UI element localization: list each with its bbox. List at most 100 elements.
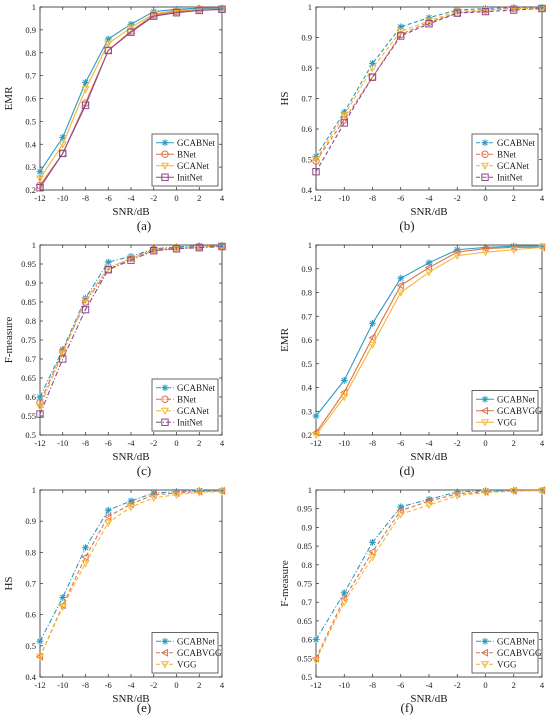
data-point (81, 101, 90, 110)
x-tick-label: 0 (483, 193, 487, 203)
x-tick-label: -2 (150, 193, 157, 203)
y-tick-label: 0.9 (301, 33, 312, 43)
y-tick-label: 0.7 (25, 354, 36, 364)
legend-marker (481, 150, 489, 158)
series-line (315, 7, 543, 172)
x-tick-label: 2 (197, 680, 201, 690)
data-point (368, 73, 377, 81)
y-tick-label: 1 (32, 240, 36, 250)
data-point (81, 305, 90, 314)
x-tick-label: -4 (127, 193, 135, 203)
y-tick-label: 0.8 (301, 560, 312, 570)
data-point (481, 489, 490, 497)
data-point (104, 258, 112, 266)
y-tick-label: 0.4 (25, 672, 36, 682)
data-point (340, 112, 349, 120)
data-point (368, 341, 377, 349)
data-point (36, 184, 44, 192)
legend-label: GCABNet (177, 138, 215, 148)
data-point (424, 263, 433, 272)
data-point (126, 24, 136, 32)
y-tick-label: 0.55 (297, 653, 312, 663)
legend-label: GCABNet (497, 138, 535, 148)
data-point (537, 487, 547, 495)
data-point (368, 64, 377, 73)
legend-marker (480, 162, 490, 170)
y-tick-label: 0.7 (25, 579, 36, 589)
data-point (368, 547, 376, 556)
x-tick-label: -6 (105, 193, 112, 203)
data-point (195, 6, 203, 15)
data-point (453, 8, 462, 16)
data-point (104, 40, 113, 48)
legend-marker (480, 419, 490, 427)
x-tick-label: 4 (540, 193, 545, 203)
legend-label: InitNet (497, 172, 523, 182)
legend-label: VGG (177, 659, 197, 669)
y-tick-label: 0.6 (301, 335, 312, 345)
y-tick-label: 0.4 (301, 383, 312, 393)
y-tick-label: 0.75 (21, 335, 36, 345)
legend-label: GCABNet (177, 383, 215, 393)
x-tick-label: 4 (220, 680, 225, 690)
y-tick-label: 0.6 (25, 610, 36, 620)
x-tick-label: 2 (197, 438, 201, 448)
y-tick-label: 0.65 (297, 616, 312, 626)
legend-marker (160, 407, 170, 415)
legend-entry: GCABNet (476, 138, 535, 148)
x-tick-label: -10 (339, 438, 350, 448)
legend-label: GCABVGG (497, 648, 542, 658)
x-tick-label: -6 (397, 680, 404, 690)
data-point (340, 599, 349, 607)
series-vgg (311, 244, 547, 440)
y-tick-label: 0.6 (25, 94, 36, 104)
series-line (39, 491, 223, 657)
data-point (126, 504, 136, 512)
x-axis-label: SNR/dB (410, 451, 447, 463)
data-point (368, 554, 377, 562)
legend-marker (481, 173, 489, 181)
x-axis-label: SNR/dB (112, 693, 149, 705)
series-line (39, 245, 223, 415)
legend-entry: GCABNet (476, 394, 535, 404)
data-point (82, 79, 89, 86)
y-tick-label: 0.85 (297, 541, 312, 551)
legend-marker (481, 395, 489, 403)
y-tick-label: 1 (32, 485, 36, 495)
x-tick-label: -4 (425, 680, 433, 690)
x-tick-label: -2 (150, 438, 157, 448)
legend-marker (161, 139, 169, 147)
series-initnet (36, 242, 226, 418)
x-tick-label: -8 (82, 438, 89, 448)
series-line (315, 246, 543, 436)
data-point (424, 501, 434, 510)
x-tick-label: 4 (220, 193, 225, 203)
data-point (58, 141, 67, 149)
legend-label: GCABVGG (497, 406, 542, 416)
x-tick-label: -4 (425, 193, 433, 203)
data-point (312, 168, 320, 176)
legend-entry: InitNet (476, 172, 523, 182)
y-tick-label: 0.5 (301, 155, 312, 165)
data-point (311, 657, 321, 665)
y-tick-label: 0.7 (301, 311, 312, 321)
data-point (104, 46, 112, 55)
data-point (312, 157, 320, 165)
legend-entry: GCABVGG (476, 648, 542, 658)
data-point (127, 20, 135, 28)
chart-panel-5: -12 -10 -8 -6 -4 -2 0 2 4 0.4 0.5 0.6 0.7 0.8 0.9 1 SNR/… (3, 485, 227, 715)
legend-label: GCANet (177, 161, 209, 171)
legend-label: GCABNet (497, 636, 535, 646)
series-gcanet (35, 6, 227, 183)
data-point (36, 168, 44, 176)
data-point (509, 5, 518, 13)
data-point (81, 552, 89, 562)
data-point (126, 499, 135, 509)
legend-entry: GCABVGG (476, 406, 542, 416)
data-point (453, 9, 461, 17)
data-point (172, 7, 181, 15)
